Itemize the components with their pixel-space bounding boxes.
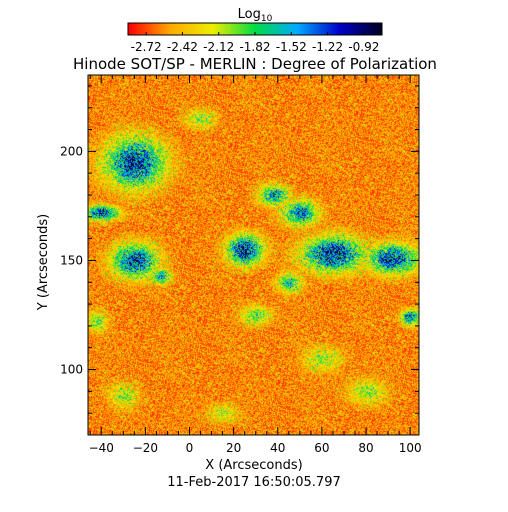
colorbar-tick-label: -1.22 [312, 40, 343, 54]
y-tick-label: 200 [60, 144, 83, 158]
x-tick-label: −40 [89, 441, 114, 455]
observation-timestamp: 11-Feb-2017 16:50:05.797 [167, 475, 341, 490]
colorbar-tick-label: -2.12 [203, 40, 234, 54]
colorbar-tick-label: -1.82 [239, 40, 270, 54]
x-axis-ticks: −40 −20 0 20 40 60 80 100 [89, 75, 422, 455]
plot-area: −40 −20 0 20 40 60 80 100 100 150 200 [60, 74, 422, 455]
colorbar: Log10 -2.72 -2.42 -2.12 -1.82 -1.52 -1.22 -0.9… [127, 7, 383, 54]
colorbar-tick-label: -2.42 [167, 40, 198, 54]
colorbar-ticks: -2.72 -2.42 -2.12 -1.82 -1.52 -1.22 -0.92 [131, 32, 379, 54]
x-tick-label: 0 [186, 441, 194, 455]
x-tick-label: 20 [226, 441, 241, 455]
y-axis-ticks: 100 150 200 [60, 85, 419, 436]
x-tick-label: 80 [358, 441, 373, 455]
colorbar-label: Log10 [238, 7, 273, 24]
colorbar-tick-label: -0.92 [348, 40, 379, 54]
x-tick-label: 60 [314, 441, 329, 455]
plot-frame [87, 74, 420, 436]
chart-title: Hinode SOT/SP - MERLIN : Degree of Polar… [73, 55, 437, 73]
colorbar-gradient [128, 23, 382, 35]
x-tick-label: 40 [270, 441, 285, 455]
heatmap-image [88, 75, 419, 435]
y-axis-label: Y (Arcseconds) [36, 214, 51, 311]
x-axis-label: X (Arcseconds) [205, 458, 302, 473]
x-tick-label: 100 [399, 441, 422, 455]
x-tick-label: −20 [133, 441, 158, 455]
colorbar-raster [128, 23, 382, 35]
y-tick-label: 150 [60, 253, 83, 267]
colorbar-tick-label: -2.72 [131, 40, 162, 54]
colorbar-label-base: Log [238, 7, 261, 22]
heatmap-raster [88, 75, 419, 435]
colorbar-tick-label: -1.52 [276, 40, 307, 54]
y-tick-label: 100 [60, 363, 83, 377]
colorbar-label-subscript: 10 [261, 14, 273, 24]
